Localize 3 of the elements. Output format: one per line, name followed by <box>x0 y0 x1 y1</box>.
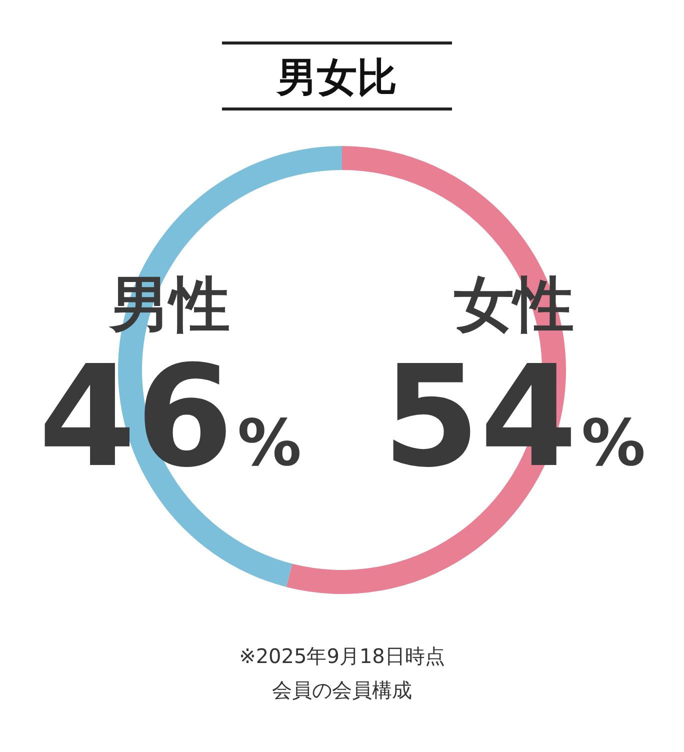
annotation: 会員の会員構成 <box>272 678 412 702</box>
annotation: ※2025年9月18日時点 <box>239 644 445 668</box>
title: 男女比 <box>277 55 397 101</box>
